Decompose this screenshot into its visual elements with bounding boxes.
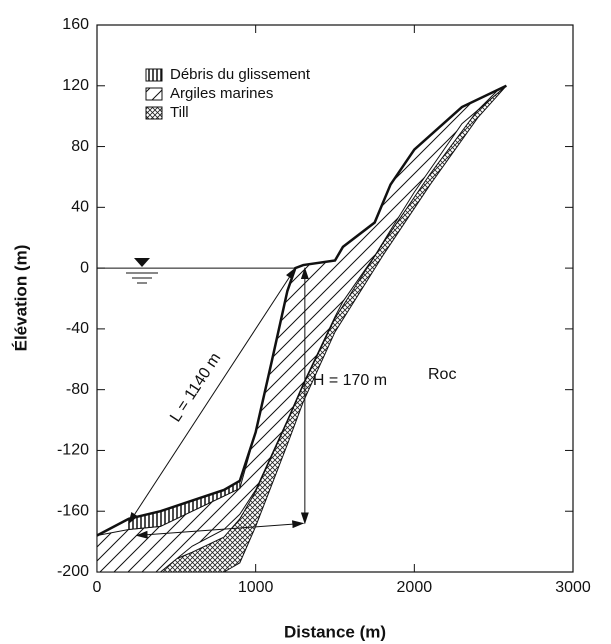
x-tick-label: 3000	[555, 579, 591, 596]
legend-label: Argiles marines	[170, 85, 273, 102]
y-tick-label: -40	[66, 320, 89, 337]
y-tick-label: -160	[57, 502, 89, 519]
dimension-arrow	[128, 267, 296, 525]
rock-label: Roc	[428, 366, 456, 383]
y-tick-label: 160	[62, 16, 89, 33]
x-tick-label: 0	[93, 579, 102, 596]
x-tick-label: 2000	[397, 579, 433, 596]
legend-swatch	[145, 106, 163, 120]
legend-swatch	[145, 68, 163, 82]
arrow	[135, 520, 305, 539]
y-tick-label: 0	[80, 259, 89, 276]
water-symbol-lines	[126, 272, 158, 284]
y-tick-label: -80	[66, 381, 89, 398]
x-axis-title: Distance (m)	[284, 622, 386, 641]
legend-label: Till	[170, 104, 189, 121]
water-symbol	[134, 258, 150, 267]
y-tick-label: 80	[71, 138, 89, 155]
y-tick-label: 120	[62, 77, 89, 94]
y-tick-label: -120	[57, 442, 89, 459]
dimension-label: L = 1140 m	[167, 350, 224, 425]
y-tick-label: 40	[71, 199, 89, 216]
x-tick-label: 1000	[238, 579, 274, 596]
dimension-label: H = 170 m	[313, 372, 387, 389]
legend-label: Débris du glissement	[170, 66, 311, 83]
y-tick-label: -200	[57, 563, 89, 580]
y-axis-title: Élévation (m)	[11, 245, 30, 352]
legend-swatch	[145, 87, 163, 101]
plot-frame	[96, 24, 574, 573]
